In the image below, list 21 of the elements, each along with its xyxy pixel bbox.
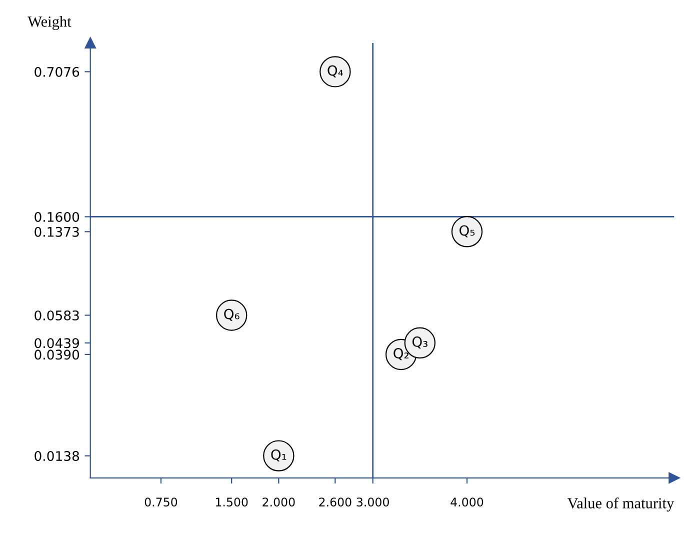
annotation: Q₅ [460, 225, 475, 238]
y-tick-label: 0.0390 [34, 350, 80, 360]
x-tick-label: 0.750 [144, 498, 178, 507]
annotation: Q₄ [328, 65, 343, 78]
x-axis-title: Value of maturity [567, 498, 674, 512]
annotation: Q₁ [271, 449, 286, 462]
x-tick-label: 2.000 [262, 498, 295, 507]
y-tick-label: 0.1373 [34, 226, 79, 237]
annotation: Q₆ [224, 308, 240, 321]
y-tick-label: 0.1600 [34, 212, 80, 222]
x-tick-label: 4.000 [450, 498, 484, 507]
y-tick-label: 0.0138 [34, 451, 80, 462]
x-tick-label: 2.600 [319, 498, 352, 507]
y-tick-label: 0.7076 [34, 66, 80, 77]
x-tick-label: 1.500 [216, 498, 248, 507]
annotation: Q₂ [394, 348, 408, 360]
y-tick-label: 0.0439 [34, 338, 80, 348]
annotation: Q₃ [412, 336, 428, 349]
y-tick-label: 0.0583 [34, 310, 79, 320]
y-axis-title: Weight [28, 16, 72, 30]
x-tick-label: 3.000 [356, 498, 389, 507]
